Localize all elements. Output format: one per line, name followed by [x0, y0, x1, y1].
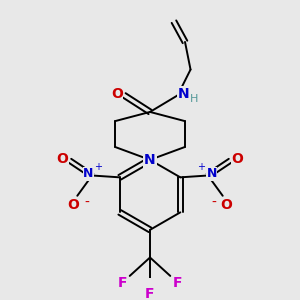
Text: -: -: [211, 196, 216, 210]
Text: +: +: [197, 162, 206, 172]
Text: O: O: [68, 198, 80, 212]
Text: H: H: [190, 94, 198, 104]
Text: N: N: [177, 86, 189, 100]
Text: O: O: [111, 86, 123, 100]
Text: O: O: [57, 152, 68, 166]
Text: -: -: [84, 196, 89, 210]
Text: N: N: [83, 167, 94, 180]
Text: N: N: [206, 167, 217, 180]
Text: +: +: [94, 162, 103, 172]
Text: O: O: [232, 152, 243, 166]
Text: F: F: [118, 276, 127, 290]
Text: F: F: [173, 276, 182, 290]
Text: N: N: [144, 153, 156, 167]
Text: F: F: [145, 287, 155, 300]
Text: O: O: [220, 198, 232, 212]
